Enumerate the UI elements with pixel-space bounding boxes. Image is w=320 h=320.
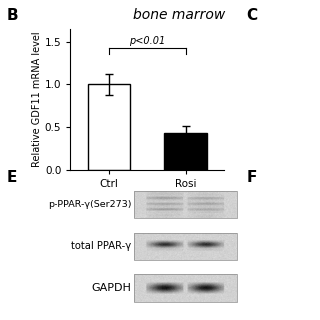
Text: GAPDH: GAPDH [91,283,131,293]
Bar [88,84,130,170]
Text: B: B [6,8,18,23]
Text: p-PPAR-γ(Ser273): p-PPAR-γ(Ser273) [48,200,131,209]
Bar [164,133,207,170]
Y-axis label: Relative GDF11 mRNA level: Relative GDF11 mRNA level [32,31,42,167]
Text: total PPAR-γ: total PPAR-γ [71,241,131,252]
Text: p<0.01: p<0.01 [129,36,165,46]
Text: C: C [246,8,258,23]
Text: E: E [6,170,17,185]
Text: bone marrow: bone marrow [133,8,225,22]
Text: F: F [246,170,257,185]
